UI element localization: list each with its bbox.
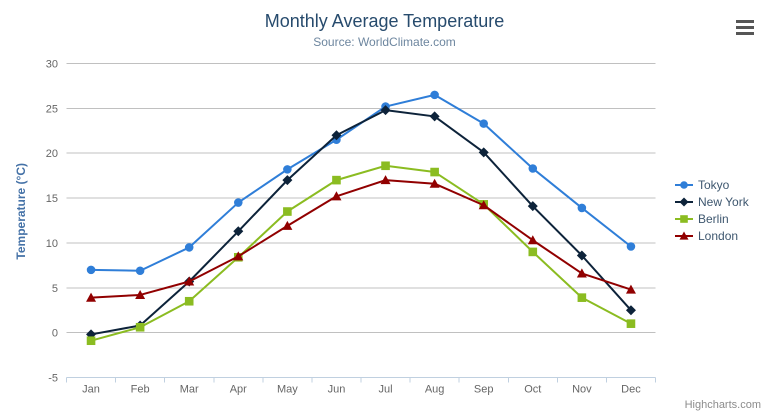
data-point[interactable]	[331, 130, 342, 141]
legend-item-berlin[interactable]: Berlin	[675, 211, 749, 227]
data-point[interactable]	[527, 235, 538, 245]
y-axis-label: 25	[46, 103, 58, 115]
x-axis-label: Apr	[230, 384, 247, 396]
y-axis-label: 30	[46, 59, 58, 71]
data-point[interactable]	[233, 251, 244, 261]
data-point[interactable]	[625, 305, 636, 316]
data-point[interactable]	[282, 175, 293, 186]
series-line-berlin	[90, 164, 632, 342]
y-axis-label: 5	[52, 283, 58, 295]
y-axis-label: 15	[46, 193, 58, 205]
x-axis-label: Aug	[425, 384, 445, 396]
data-point[interactable]	[429, 111, 440, 122]
data-point[interactable]	[135, 289, 146, 300]
x-axis-label: Jun	[328, 384, 346, 396]
triangle-legend-marker-icon	[675, 231, 693, 240]
y-axis-label: 10	[46, 238, 58, 250]
data-point[interactable]	[184, 243, 194, 252]
x-axis-label: Oct	[524, 384, 541, 396]
data-point[interactable]	[184, 276, 195, 286]
series-line-new-york	[90, 109, 632, 336]
data-point[interactable]	[528, 247, 538, 257]
y-axis-label: 20	[46, 148, 58, 160]
data-point[interactable]	[86, 336, 96, 346]
series-line-london	[90, 179, 632, 299]
data-point[interactable]	[332, 175, 341, 185]
x-axis-label: Sep	[474, 384, 494, 396]
data-point[interactable]	[527, 201, 538, 212]
x-axis-label: Jan	[82, 384, 100, 396]
data-point[interactable]	[479, 119, 488, 128]
data-point[interactable]	[625, 284, 636, 294]
y-axis-label: 0	[52, 328, 58, 340]
legend: Tokyo New York Berlin London	[675, 177, 749, 245]
data-point[interactable]	[184, 296, 194, 306]
data-point[interactable]	[577, 203, 587, 213]
x-axis-label: Nov	[572, 384, 592, 396]
data-point[interactable]	[233, 226, 244, 237]
data-point[interactable]	[478, 200, 489, 210]
data-point[interactable]	[283, 165, 292, 174]
data-point[interactable]	[331, 191, 342, 201]
data-point[interactable]	[86, 292, 97, 302]
data-point[interactable]	[626, 242, 636, 251]
legend-item-london[interactable]: London	[675, 228, 749, 244]
x-axis-label: Dec	[621, 384, 641, 396]
data-point[interactable]	[429, 178, 440, 188]
legend-item-new-york[interactable]: New York	[675, 194, 749, 210]
data-point[interactable]	[135, 322, 145, 332]
data-point[interactable]	[577, 293, 587, 302]
diamond-legend-marker-icon	[675, 197, 693, 207]
data-point[interactable]	[86, 265, 96, 275]
data-point[interactable]	[283, 207, 292, 216]
data-point[interactable]	[626, 319, 636, 328]
data-point[interactable]	[234, 198, 243, 207]
legend-item-tokyo[interactable]: Tokyo	[675, 177, 749, 193]
data-point[interactable]	[576, 250, 587, 261]
data-point[interactable]	[135, 266, 145, 276]
legend-label: New York	[698, 195, 749, 209]
square-legend-marker-icon	[675, 215, 693, 223]
x-axis-label: Mar	[180, 384, 199, 396]
y-axis-label: -5	[48, 373, 58, 385]
legend-label: London	[698, 229, 739, 243]
data-point[interactable]	[380, 105, 391, 116]
x-axis-label: Jul	[379, 384, 393, 396]
chart-title: Monthly Average Temperature	[264, 11, 505, 31]
hamburger-menu-icon[interactable]	[736, 20, 754, 35]
data-point[interactable]	[430, 90, 439, 100]
data-point[interactable]	[528, 164, 538, 173]
legend-label: Berlin	[698, 212, 729, 226]
data-point[interactable]	[282, 220, 293, 230]
x-axis-label: Feb	[131, 384, 150, 396]
legend-label: Tokyo	[698, 178, 730, 192]
highcharts-credits-link[interactable]: Highcharts.com	[684, 399, 761, 411]
series-line-tokyo	[90, 93, 632, 272]
data-point[interactable]	[430, 167, 439, 177]
circle-legend-marker-icon	[675, 181, 693, 189]
data-point[interactable]	[381, 161, 390, 171]
y-axis-title: Temperature (°C)	[14, 163, 28, 260]
x-axis-label: May	[277, 384, 298, 396]
data-point[interactable]	[478, 147, 489, 158]
data-point[interactable]	[380, 175, 391, 185]
data-point[interactable]	[576, 268, 587, 278]
chart-subtitle: Source: WorldClimate.com	[313, 35, 456, 49]
